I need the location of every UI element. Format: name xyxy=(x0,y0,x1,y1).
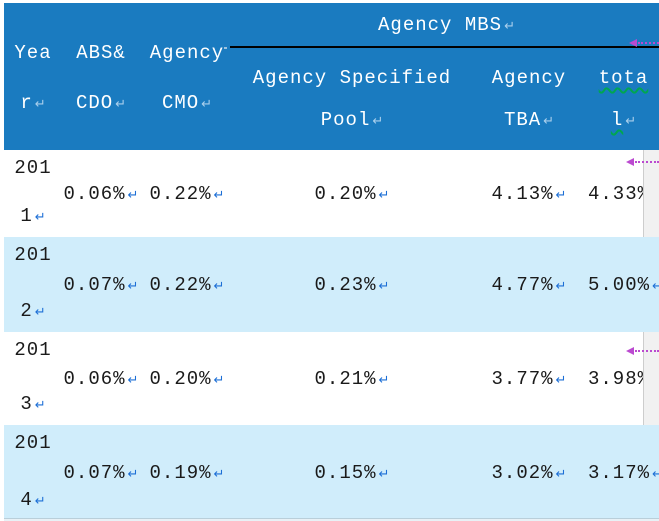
header-divider-line xyxy=(230,46,659,48)
year-cell-line2: 2 ↵ xyxy=(20,300,46,322)
year-cell-line1: 201 xyxy=(14,157,52,179)
paragraph-mark-icon: ↵ xyxy=(625,114,637,129)
header-agency-cmo-line2: CMO ↵ xyxy=(161,92,213,114)
year-cell-line1: 201 xyxy=(14,339,52,361)
paragraph-mark-icon: ↵ xyxy=(555,278,567,294)
revision-arrow-icon xyxy=(626,347,659,355)
table-row: 201 3 ↵ 0.06% ↵ 0.20% ↵ 0.21% ↵ 3.77% ↵ 3.98%… xyxy=(4,332,659,425)
paragraph-mark-icon: ↵ xyxy=(378,372,390,388)
year-cell-line2: 1 ↵ xyxy=(20,205,46,227)
table-row: 201 1 ↵ 0.06% ↵ 0.22% ↵ 0.20% ↵ 4.13% ↵ 4.33%… xyxy=(4,150,659,237)
year-cell-line1: 201 xyxy=(14,432,52,454)
cell-total: 3.17% ↵ xyxy=(588,462,659,484)
revision-arrow-icon xyxy=(629,39,659,47)
header-total-line2: l ↵ xyxy=(588,109,659,131)
paragraph-mark-icon: ↵ xyxy=(555,467,567,482)
paragraph-mark-icon: ↵ xyxy=(127,372,139,388)
cell-agency-tba: 4.13% ↵ xyxy=(491,182,567,205)
cell-agency-tba: 4.77% ↵ xyxy=(491,273,567,296)
group-header-label: Agency MBS xyxy=(378,14,503,36)
cell-agency-tba: 3.77% ↵ xyxy=(491,367,567,390)
year-cell-line2: 3 ↵ xyxy=(20,393,46,415)
paragraph-mark-icon: ↵ xyxy=(213,372,225,388)
paragraph-mark-icon: ↵ xyxy=(378,187,390,203)
cell-agency-specified-pool: 0.20% ↵ xyxy=(314,182,390,205)
cell-agency-cmo: 0.19% ↵ xyxy=(149,462,225,484)
cell-abs-cdo: 0.06% ↵ xyxy=(63,182,139,205)
paragraph-mark-icon: ↵ xyxy=(127,187,139,203)
table-header: Agency MBS ↵ Yea r ↵ ABS& CDO ↵ Agency CMO ↵… xyxy=(4,3,659,150)
cell-abs-cdo: 0.07% ↵ xyxy=(63,462,139,484)
header-agency-tba-line2: TBA ↵ xyxy=(503,109,555,131)
cell-agency-tba: 3.02% ↵ xyxy=(491,462,567,484)
spellcheck-underline: tota xyxy=(598,67,649,89)
paragraph-mark-icon: ↵ xyxy=(34,494,46,509)
header-agency-cmo-line1: Agency xyxy=(149,42,225,64)
cell-abs-cdo: 0.06% ↵ xyxy=(63,367,139,390)
revision-arrow-icon xyxy=(626,158,659,166)
paragraph-mark-icon: ↵ xyxy=(127,278,139,294)
header-year-line2: r ↵ xyxy=(20,92,46,114)
table-row: 201 4 ↵ 0.07% ↵ 0.19% ↵ 0.15% ↵ 3.02% ↵ 3.17%… xyxy=(4,425,659,521)
paragraph-mark-icon: ↵ xyxy=(652,278,659,294)
paragraph-mark-icon: ↵ xyxy=(213,278,225,294)
cell-total: 5.00% ↵ xyxy=(588,274,659,296)
paragraph-mark-icon: ↵ xyxy=(115,97,127,112)
paragraph-mark-icon: ↵ xyxy=(34,210,46,225)
cell-agency-cmo: 0.20% ↵ xyxy=(149,367,225,390)
paragraph-mark-icon: ↵ xyxy=(213,467,225,482)
header-abs-cdo-line1: ABS& xyxy=(76,42,126,64)
page-edge-strip xyxy=(643,332,659,425)
paragraph-mark-icon: ↵ xyxy=(34,97,46,112)
header-total-line1: tota xyxy=(588,67,659,89)
table-row: 201 2 ↵ 0.07% ↵ 0.22% ↵ 0.23% ↵ 4.77% ↵ 5.00%… xyxy=(4,237,659,332)
paragraph-mark-icon: ↵ xyxy=(652,467,659,482)
header-agency-specified-pool-line1: Agency Specified xyxy=(252,67,452,89)
year-cell-line2: 4 ↵ xyxy=(20,489,46,511)
paragraph-mark-icon: ↵ xyxy=(555,187,567,203)
page-edge-strip xyxy=(643,150,659,237)
cell-abs-cdo: 0.07% ↵ xyxy=(63,273,139,296)
header-agency-tba-line1: Agency xyxy=(491,67,567,89)
paragraph-mark-icon: ↵ xyxy=(201,97,213,112)
paragraph-mark-icon: ↵ xyxy=(555,372,567,388)
year-cell-line1: 201 xyxy=(14,244,52,266)
paragraph-mark-icon: ↵ xyxy=(372,114,384,129)
spellcheck-underline: l xyxy=(610,109,624,131)
paragraph-mark-icon: ↵ xyxy=(127,467,139,482)
cell-agency-specified-pool: 0.21% ↵ xyxy=(314,367,390,390)
paragraph-mark-icon: ↵ xyxy=(378,467,390,482)
cell-agency-specified-pool: 0.23% ↵ xyxy=(314,273,390,296)
cell-agency-specified-pool: 0.15% ↵ xyxy=(314,462,390,484)
header-abs-cdo-line2: CDO ↵ xyxy=(75,92,127,114)
header-divider-dot xyxy=(224,47,227,49)
header-agency-specified-pool-line2: Pool ↵ xyxy=(320,109,384,131)
cell-agency-cmo: 0.22% ↵ xyxy=(149,182,225,205)
paragraph-mark-icon: ↵ xyxy=(378,278,390,294)
paragraph-mark-icon: ↵ xyxy=(34,305,46,320)
paragraph-mark-icon: ↵ xyxy=(34,398,46,413)
group-header-agency-mbs: Agency MBS ↵ xyxy=(234,14,659,36)
paragraph-mark-icon: ↵ xyxy=(213,187,225,203)
paragraph-mark-icon: ↵ xyxy=(543,114,555,129)
table-bottom-border xyxy=(4,518,659,521)
header-year-line1: Yea xyxy=(14,42,52,64)
cell-agency-cmo: 0.22% ↵ xyxy=(149,273,225,296)
paragraph-mark-icon: ↵ xyxy=(504,19,515,34)
